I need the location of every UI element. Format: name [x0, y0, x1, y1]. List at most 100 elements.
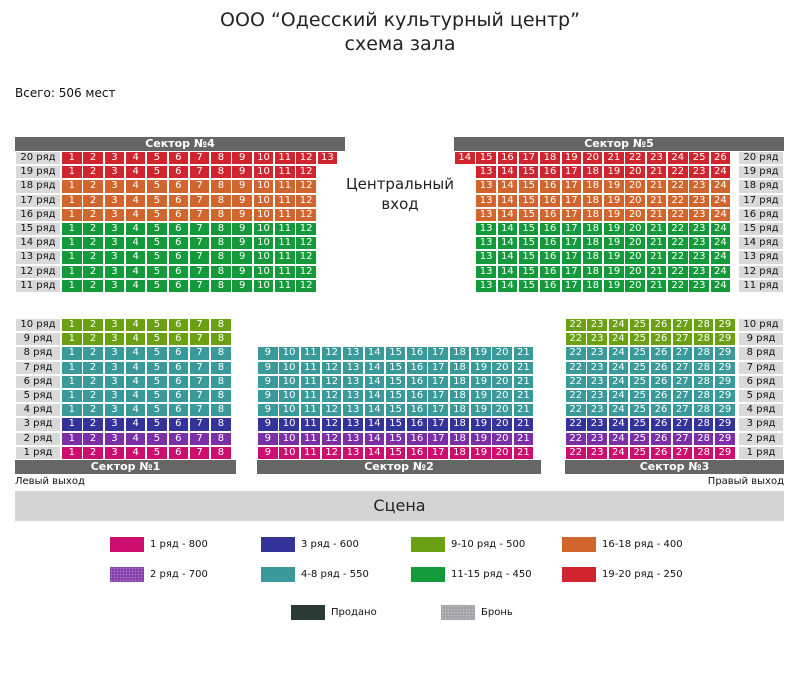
seat[interactable]: 12	[295, 151, 317, 166]
seat[interactable]: 15	[384, 403, 407, 418]
seat[interactable]: 4	[124, 264, 147, 279]
seat[interactable]: 5	[146, 403, 168, 418]
seat[interactable]: 27	[671, 431, 694, 446]
seat[interactable]: 6	[167, 179, 190, 194]
seat[interactable]: 13	[316, 151, 339, 166]
seat[interactable]: 10	[278, 417, 300, 432]
seat[interactable]: 16	[406, 360, 428, 375]
seat[interactable]: 10	[278, 403, 300, 418]
seat[interactable]: 1	[61, 445, 83, 460]
seat[interactable]: 3	[103, 346, 126, 361]
seat[interactable]: 10	[278, 360, 300, 375]
seat[interactable]: 22	[624, 151, 646, 166]
seat[interactable]: 20	[491, 346, 513, 361]
seat[interactable]: 15	[517, 165, 540, 180]
seat[interactable]: 13	[475, 179, 497, 194]
seat[interactable]: 20	[581, 151, 604, 166]
seat[interactable]: 2	[82, 207, 104, 222]
seat[interactable]: 23	[688, 264, 710, 279]
seat[interactable]: 7	[188, 264, 211, 279]
seat[interactable]: 19	[603, 193, 625, 208]
seat[interactable]: 22	[667, 193, 689, 208]
seat[interactable]: 16	[496, 151, 519, 166]
seat[interactable]: 24	[607, 318, 630, 333]
seat[interactable]: 18	[581, 207, 604, 222]
seat[interactable]: 8	[210, 165, 232, 180]
seat[interactable]: 26	[650, 360, 672, 375]
seat[interactable]: 17	[560, 179, 583, 194]
seat[interactable]: 12	[295, 207, 317, 222]
seat[interactable]: 19	[470, 403, 492, 418]
seat[interactable]: 7	[188, 360, 211, 375]
seat[interactable]: 16	[539, 236, 561, 251]
seat[interactable]: 11	[299, 374, 322, 389]
seat[interactable]: 5	[146, 264, 168, 279]
seat[interactable]: 20	[624, 179, 646, 194]
seat[interactable]: 19	[470, 417, 492, 432]
seat[interactable]: 5	[146, 236, 168, 251]
seat[interactable]: 8	[210, 346, 232, 361]
seat[interactable]: 14	[496, 165, 519, 180]
seat[interactable]: 26	[650, 403, 672, 418]
seat[interactable]: 22	[565, 346, 587, 361]
seat[interactable]: 7	[188, 207, 211, 222]
seat[interactable]: 8	[210, 431, 232, 446]
seat[interactable]: 21	[512, 346, 535, 361]
seat[interactable]: 16	[539, 264, 561, 279]
seat[interactable]: 13	[475, 165, 497, 180]
seat[interactable]: 6	[167, 374, 190, 389]
seat[interactable]: 23	[586, 332, 608, 347]
seat[interactable]: 7	[188, 193, 211, 208]
seat[interactable]: 14	[363, 346, 386, 361]
seat[interactable]: 9	[231, 179, 253, 194]
seat[interactable]: 1	[61, 318, 83, 333]
seat[interactable]: 2	[82, 431, 104, 446]
seat[interactable]: 29	[714, 318, 736, 333]
seat[interactable]: 24	[709, 222, 732, 237]
seat[interactable]: 5	[146, 250, 168, 265]
seat[interactable]: 21	[512, 360, 535, 375]
seat[interactable]: 13	[475, 222, 497, 237]
seat[interactable]: 3	[103, 318, 126, 333]
seat[interactable]: 7	[188, 445, 211, 460]
seat[interactable]: 12	[295, 222, 317, 237]
seat[interactable]: 14	[496, 250, 519, 265]
seat[interactable]: 4	[124, 236, 147, 251]
seat[interactable]: 22	[565, 431, 587, 446]
seat[interactable]: 24	[709, 179, 732, 194]
seat[interactable]: 9	[257, 374, 279, 389]
seat[interactable]: 13	[475, 278, 497, 293]
seat[interactable]: 22	[667, 264, 689, 279]
seat[interactable]: 26	[650, 332, 672, 347]
seat[interactable]: 5	[146, 165, 168, 180]
seat[interactable]: 12	[320, 445, 343, 460]
seat[interactable]: 21	[645, 236, 668, 251]
seat[interactable]: 27	[671, 360, 694, 375]
seat[interactable]: 2	[82, 403, 104, 418]
seat[interactable]: 27	[671, 318, 694, 333]
seat[interactable]: 22	[667, 179, 689, 194]
seat[interactable]: 28	[692, 403, 715, 418]
seat[interactable]: 26	[650, 445, 672, 460]
seat[interactable]: 16	[539, 193, 561, 208]
seat[interactable]: 27	[671, 374, 694, 389]
seat[interactable]: 24	[607, 360, 630, 375]
seat[interactable]: 19	[603, 179, 625, 194]
seat[interactable]: 17	[427, 346, 449, 361]
seat[interactable]: 10	[252, 236, 275, 251]
seat[interactable]: 8	[210, 193, 232, 208]
seat[interactable]: 2	[82, 264, 104, 279]
seat[interactable]: 4	[124, 151, 147, 166]
seat[interactable]: 11	[299, 360, 322, 375]
seat[interactable]: 10	[252, 179, 275, 194]
seat[interactable]: 12	[295, 179, 317, 194]
seat[interactable]: 12	[295, 165, 317, 180]
seat[interactable]: 11	[299, 417, 322, 432]
seat[interactable]: 11	[274, 193, 296, 208]
seat[interactable]: 16	[406, 403, 428, 418]
seat[interactable]: 17	[427, 374, 449, 389]
seat[interactable]: 23	[586, 374, 608, 389]
seat[interactable]: 11	[299, 389, 322, 404]
seat[interactable]: 29	[714, 403, 736, 418]
seat[interactable]: 14	[363, 445, 386, 460]
